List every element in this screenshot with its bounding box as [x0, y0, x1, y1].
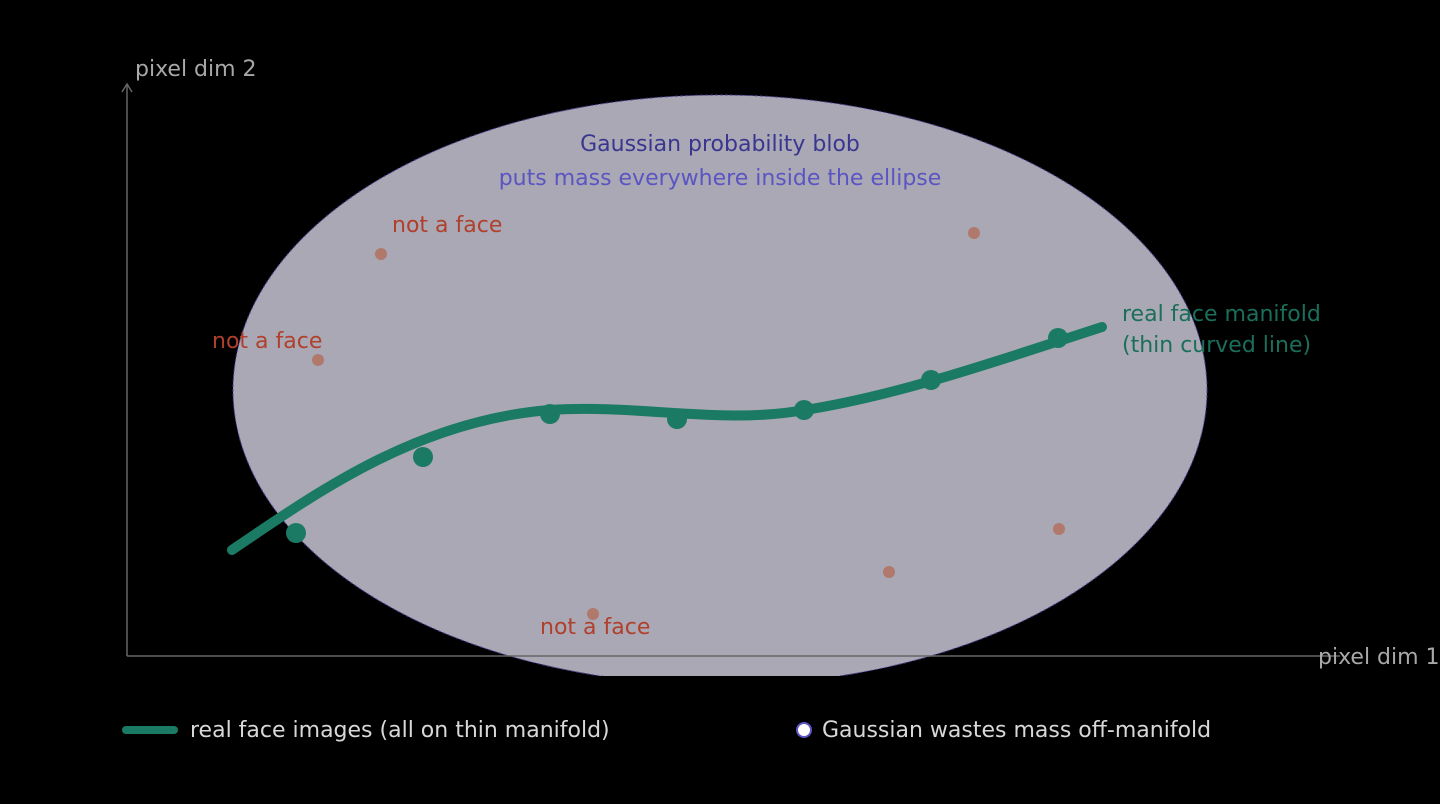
gaussian-subtitle: puts mass everywhere inside the ellipse: [499, 166, 942, 191]
manifold-label-line2: (thin curved line): [1122, 333, 1311, 358]
legend: real face images (all on thin manifold) …: [122, 712, 1322, 752]
not-a-face-label: not a face: [540, 615, 650, 640]
manifold-point: [540, 404, 560, 424]
off-manifold-point: [587, 608, 599, 620]
gaussian-dot-swatch-icon: [796, 722, 812, 738]
y-axis-arrow-icon: [121, 82, 133, 93]
manifold-line-swatch-icon: [122, 726, 178, 734]
off-manifold-point: [1053, 523, 1065, 535]
off-manifold-point: [375, 248, 387, 260]
not-a-face-label: not a face: [212, 329, 322, 354]
manifold-point: [413, 447, 433, 467]
gaussian-ellipse: [232, 94, 1208, 676]
manifold-point: [1048, 328, 1068, 348]
gaussian-title: Gaussian probability blob: [580, 132, 860, 157]
manifold-point: [286, 523, 306, 543]
off-manifold-point: [968, 227, 980, 239]
off-manifold-point: [883, 566, 895, 578]
axes: pixel dim 2 pixel dim 1: [121, 57, 1440, 670]
manifold-point: [667, 409, 687, 429]
legend-gaussian-label: Gaussian wastes mass off-manifold: [822, 717, 1212, 743]
legend-manifold-label: real face images (all on thin manifold): [190, 717, 610, 743]
manifold-point: [921, 370, 941, 390]
off-manifold-point: [312, 354, 324, 366]
not-a-face-label: not a face: [392, 213, 502, 238]
gaussian-blob: [232, 94, 1208, 676]
manifold-points: [286, 328, 1068, 543]
manifold-point: [794, 400, 814, 420]
legend-item-gaussian: Gaussian wastes mass off-manifold: [796, 712, 1211, 748]
x-axis-label: pixel dim 1: [1318, 645, 1440, 670]
y-axis-label: pixel dim 2: [135, 57, 257, 82]
legend-item-manifold: real face images (all on thin manifold): [122, 712, 610, 748]
manifold-label-line1: real face manifold: [1122, 302, 1321, 327]
off-manifold-points: [312, 227, 1065, 620]
